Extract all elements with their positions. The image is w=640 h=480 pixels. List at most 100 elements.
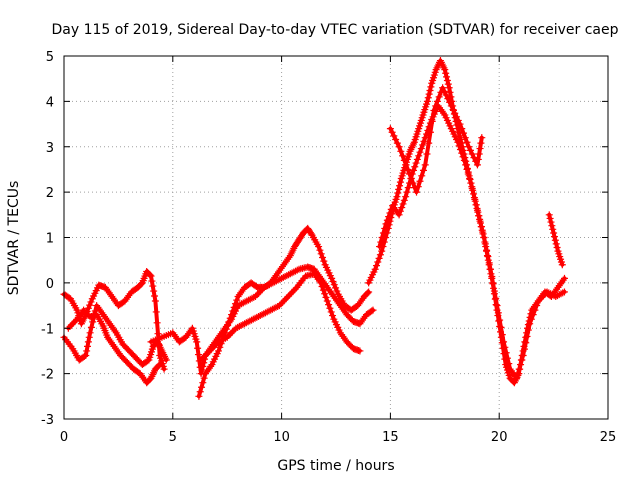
data-point bbox=[456, 120, 464, 128]
data-point bbox=[479, 228, 487, 236]
data-point bbox=[386, 125, 394, 133]
data-point bbox=[466, 146, 474, 154]
data-point bbox=[437, 88, 445, 96]
data-point bbox=[524, 326, 532, 334]
data-point bbox=[400, 196, 408, 204]
data-point bbox=[196, 388, 204, 396]
data-point bbox=[444, 80, 452, 88]
data-point bbox=[399, 152, 407, 160]
data-point bbox=[89, 318, 97, 326]
data-point bbox=[427, 83, 435, 91]
data-point bbox=[321, 290, 329, 298]
data-point bbox=[382, 220, 390, 228]
data-point bbox=[447, 102, 455, 110]
y-tick-label: 0 bbox=[46, 277, 54, 292]
data-point bbox=[421, 161, 429, 169]
data-point bbox=[468, 184, 476, 192]
data-point bbox=[456, 145, 464, 153]
series-2 bbox=[60, 302, 170, 369]
data-point bbox=[474, 155, 482, 163]
data-point bbox=[149, 282, 157, 290]
data-point bbox=[472, 201, 480, 209]
data-point bbox=[195, 392, 203, 400]
data-point bbox=[475, 212, 483, 220]
data-point bbox=[230, 303, 238, 311]
y-tick-label: 4 bbox=[46, 95, 54, 110]
data-point bbox=[418, 172, 426, 180]
data-point bbox=[416, 177, 424, 185]
data-point bbox=[200, 374, 208, 382]
data-point bbox=[443, 77, 451, 85]
data-point bbox=[520, 345, 528, 353]
data-point bbox=[307, 230, 315, 238]
data-point bbox=[383, 216, 391, 224]
data-point bbox=[502, 349, 510, 357]
data-point bbox=[372, 262, 380, 270]
data-point bbox=[413, 188, 421, 196]
data-point bbox=[320, 257, 328, 265]
data-point bbox=[486, 265, 494, 273]
x-tick-label: 15 bbox=[382, 430, 399, 445]
data-point bbox=[442, 91, 450, 99]
series-6 bbox=[197, 270, 364, 364]
data-point bbox=[365, 288, 373, 296]
data-point bbox=[498, 331, 506, 339]
data-point bbox=[317, 250, 325, 258]
data-point bbox=[551, 236, 559, 244]
data-point bbox=[468, 150, 476, 158]
data-point bbox=[144, 357, 152, 365]
data-point bbox=[476, 217, 484, 225]
data-series bbox=[60, 57, 568, 400]
data-point bbox=[415, 152, 423, 160]
data-point bbox=[529, 311, 537, 319]
data-point bbox=[151, 292, 159, 300]
data-point bbox=[402, 161, 410, 169]
axis-ticks: 0 5 10 15 20 25 -3 -2 -1 0 1 2 3 4 5 bbox=[41, 50, 616, 445]
data-point bbox=[460, 129, 468, 137]
data-point bbox=[550, 229, 558, 237]
series-line bbox=[377, 103, 567, 381]
data-point bbox=[231, 300, 239, 308]
data-point bbox=[395, 211, 403, 219]
data-point bbox=[319, 253, 327, 261]
series-line bbox=[366, 58, 567, 385]
data-point bbox=[515, 365, 523, 373]
data-point bbox=[519, 351, 527, 359]
data-point bbox=[425, 139, 433, 147]
data-point bbox=[398, 204, 406, 212]
data-point bbox=[404, 165, 412, 173]
data-point bbox=[432, 102, 440, 110]
y-tick-label: 3 bbox=[46, 141, 54, 156]
data-point bbox=[376, 251, 384, 259]
data-point bbox=[332, 284, 340, 292]
data-point bbox=[435, 93, 443, 101]
data-point bbox=[471, 195, 479, 203]
data-point bbox=[153, 319, 161, 327]
data-point bbox=[396, 207, 404, 215]
series-9 bbox=[386, 84, 486, 196]
data-point bbox=[411, 163, 419, 171]
data-point bbox=[440, 87, 448, 95]
data-point bbox=[411, 184, 419, 192]
data-point bbox=[84, 338, 92, 346]
data-point bbox=[473, 161, 481, 169]
data-point bbox=[409, 179, 417, 187]
data-point bbox=[550, 233, 558, 241]
y-tick-label: -3 bbox=[41, 413, 54, 428]
data-point bbox=[318, 283, 326, 291]
x-tick-label: 5 bbox=[169, 430, 177, 445]
data-point bbox=[392, 135, 400, 143]
data-point bbox=[445, 84, 453, 92]
data-point bbox=[393, 139, 401, 147]
data-point bbox=[444, 95, 452, 103]
data-point bbox=[446, 98, 454, 106]
data-point bbox=[522, 339, 530, 347]
data-point bbox=[412, 159, 420, 167]
data-point bbox=[329, 278, 337, 286]
data-point bbox=[402, 193, 410, 201]
data-point bbox=[453, 113, 461, 121]
data-point bbox=[413, 155, 421, 163]
y-tick-label: -1 bbox=[41, 322, 54, 337]
data-point bbox=[84, 304, 92, 312]
data-point bbox=[409, 166, 417, 174]
